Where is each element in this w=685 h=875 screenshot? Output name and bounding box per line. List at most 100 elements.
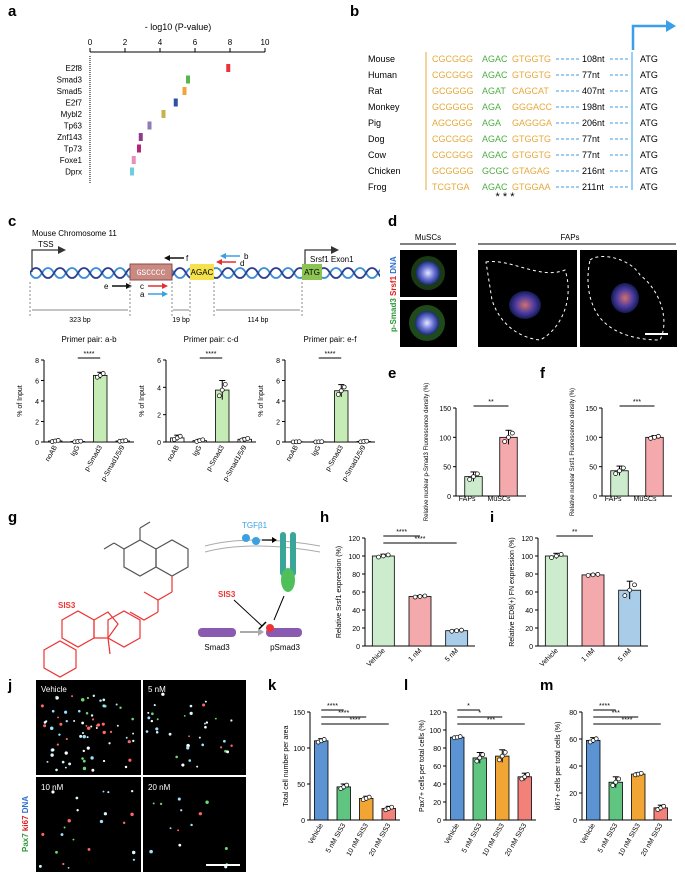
distance-label: 108nt bbox=[582, 54, 605, 64]
chart-a-mark bbox=[138, 133, 143, 141]
chart-a-category-label: Tp73 bbox=[64, 145, 83, 154]
chart-category-label: 1 nM bbox=[580, 647, 596, 663]
chart-point bbox=[549, 555, 554, 560]
panel-b-alignment: Mouse CGCGGG AGAC GTGGTG 108nt ATG Human CGCGGG… bbox=[368, 20, 676, 203]
cell-dot bbox=[99, 819, 104, 824]
chart-y-label: Relative ED8(+) FN expression (%) bbox=[509, 537, 516, 647]
box2-label: AGAC bbox=[191, 268, 214, 277]
musc-header: MuSCs bbox=[415, 233, 441, 242]
chart-bar bbox=[314, 740, 329, 821]
cell-dot bbox=[152, 802, 155, 805]
sis3-structure-label: SIS3 bbox=[58, 601, 76, 610]
cell-dot bbox=[95, 726, 98, 729]
chart-sig-label: * bbox=[467, 703, 470, 710]
panel-letter-i: i bbox=[490, 509, 494, 526]
chart-category-label: 20 nM SIS3 bbox=[368, 822, 392, 857]
chart-y-label: Relative nuclear Srsf1 Fluorescence dens… bbox=[570, 388, 576, 516]
panel-letter-f: f bbox=[540, 365, 546, 382]
chart-category-label: 10 nM SIS3 bbox=[482, 822, 506, 857]
chart-sig-label: ** bbox=[488, 399, 494, 406]
chart-a-category-label: Smad3 bbox=[57, 76, 83, 85]
chart-bar bbox=[472, 757, 487, 821]
chart-category-label: p-Smad1/5/9 bbox=[341, 444, 367, 482]
chart-bar bbox=[631, 773, 646, 821]
label-10nm: 10 nM bbox=[41, 783, 64, 792]
cell-dot bbox=[86, 746, 90, 750]
chart-ytick-label: 6 bbox=[35, 379, 39, 386]
distance-label: 77nt bbox=[582, 134, 600, 144]
cell-dot bbox=[102, 704, 106, 708]
fap-1-nucleus bbox=[509, 291, 541, 319]
seq-part-a: GCGGGG bbox=[432, 166, 474, 176]
cell-dot bbox=[230, 719, 233, 722]
chart-y-label: % of Input bbox=[258, 385, 265, 417]
chart-ytick-label: 150 bbox=[439, 406, 451, 413]
chart-y-label: Total cell number per area bbox=[283, 725, 290, 806]
cell-dot bbox=[159, 802, 163, 806]
cell-dot bbox=[115, 703, 118, 706]
seq-part-c: GTGGTG bbox=[512, 150, 551, 160]
chart-point bbox=[341, 384, 347, 390]
chart-ytick-label: 60 bbox=[352, 590, 360, 597]
cell-dot bbox=[127, 740, 131, 744]
chart-bar bbox=[334, 390, 349, 443]
chart-point bbox=[376, 554, 381, 560]
panel-letter-h: h bbox=[320, 509, 329, 526]
cell-dot bbox=[86, 696, 90, 700]
chart-ytick-label: 150 bbox=[585, 406, 597, 413]
chart-category-label: p-Smad3 bbox=[325, 444, 345, 472]
chart-bar bbox=[408, 596, 432, 647]
cell-dot bbox=[169, 827, 172, 830]
cell-dot bbox=[122, 821, 126, 825]
chart-a-xtick-label: 2 bbox=[123, 38, 128, 47]
cell-dot bbox=[220, 746, 223, 749]
cell-dot bbox=[64, 766, 67, 769]
chart-point bbox=[613, 779, 619, 785]
cell-dot bbox=[204, 725, 207, 729]
seq-part-c: GTGGTG bbox=[512, 70, 551, 80]
chart-point bbox=[467, 477, 472, 482]
tss-arrowhead-icon bbox=[666, 20, 676, 32]
chart-category-label: Vehicle bbox=[580, 822, 597, 845]
chart-ytick-label: 50 bbox=[297, 782, 305, 789]
chart-ytick-label: 80 bbox=[525, 572, 533, 579]
cell-dot bbox=[224, 847, 228, 851]
species-label: Frog bbox=[368, 182, 387, 192]
atg-label: ATG bbox=[640, 182, 658, 192]
cell-dot bbox=[116, 724, 119, 727]
sis3-structure-icon bbox=[103, 521, 189, 577]
cell-dot bbox=[230, 744, 233, 747]
cell-dot bbox=[85, 712, 89, 715]
tss-marker-icon bbox=[31, 249, 60, 272]
cell-dot bbox=[186, 746, 190, 750]
seq-part-a: CGCGGG bbox=[432, 134, 473, 144]
chart-ytick-label: 0 bbox=[437, 818, 441, 825]
cell-dot bbox=[188, 759, 192, 762]
cell-dot bbox=[59, 722, 63, 726]
seq-part-b: AGAC bbox=[482, 182, 508, 192]
tss-marker-arrowhead-icon bbox=[58, 246, 66, 254]
cell-dot bbox=[178, 843, 182, 847]
cell-dot bbox=[161, 692, 165, 696]
atg-label: ATG bbox=[640, 54, 658, 64]
sis3-highlight-icon bbox=[43, 576, 173, 678]
chart-sig-label: **** bbox=[622, 717, 633, 724]
cell-dot bbox=[147, 711, 150, 714]
seq-part-b: AGAC bbox=[482, 150, 508, 160]
cell-dot bbox=[67, 819, 71, 823]
cell-dot bbox=[132, 732, 135, 735]
cell-dot bbox=[156, 718, 159, 721]
chart-ytick-label: 0 bbox=[593, 494, 597, 501]
label-5nm: 5 nM bbox=[148, 685, 166, 694]
chart-y-label: Relative Srsf1 expression (%) bbox=[336, 546, 343, 638]
cell-dot bbox=[67, 866, 70, 869]
chart-point bbox=[632, 582, 637, 588]
chart-point bbox=[422, 593, 428, 599]
chart-ytick-label: 0 bbox=[157, 440, 161, 447]
seq-part-a: GCGGGG bbox=[432, 102, 474, 112]
chart-category-label: p-Smad1/5/9 bbox=[222, 444, 248, 482]
chart-a-mark bbox=[147, 121, 152, 130]
phosphate-icon bbox=[266, 624, 274, 632]
primer-c-arrowhead-icon bbox=[162, 283, 168, 289]
